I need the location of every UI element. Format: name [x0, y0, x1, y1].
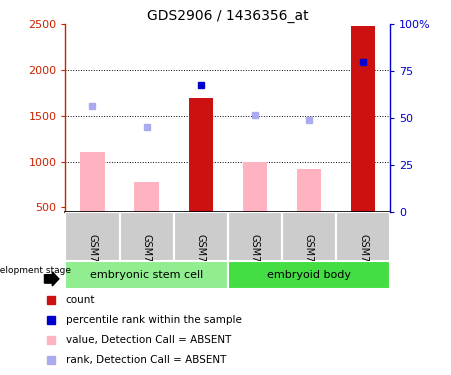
Text: GSM72617: GSM72617 [250, 234, 260, 287]
FancyArrow shape [45, 272, 59, 286]
Bar [189, 99, 213, 212]
Bar [65, 261, 228, 289]
Text: GSM72623: GSM72623 [87, 234, 97, 287]
Text: embryoid body: embryoid body [267, 270, 351, 280]
Text: percentile rank within the sample: percentile rank within the sample [66, 315, 242, 325]
Bar [297, 169, 321, 212]
Bar [174, 212, 228, 261]
Bar [243, 162, 267, 212]
Text: GSM72620: GSM72620 [358, 234, 368, 287]
Text: count: count [66, 296, 95, 306]
Text: GSM72625: GSM72625 [142, 234, 152, 287]
Bar [228, 212, 282, 261]
Bar [351, 26, 375, 212]
Bar [336, 212, 390, 261]
Text: development stage: development stage [0, 266, 71, 275]
Bar [228, 261, 390, 289]
Text: value, Detection Call = ABSENT: value, Detection Call = ABSENT [66, 335, 231, 345]
Bar [80, 152, 105, 212]
Bar [282, 212, 336, 261]
Bar [120, 212, 174, 261]
Text: GSM72619: GSM72619 [304, 234, 314, 287]
Text: embryonic stem cell: embryonic stem cell [90, 270, 203, 280]
Bar [65, 212, 120, 261]
Text: rank, Detection Call = ABSENT: rank, Detection Call = ABSENT [66, 354, 226, 364]
Bar [134, 182, 159, 212]
Text: GSM72627: GSM72627 [196, 234, 206, 287]
Title: GDS2906 / 1436356_at: GDS2906 / 1436356_at [147, 9, 308, 23]
